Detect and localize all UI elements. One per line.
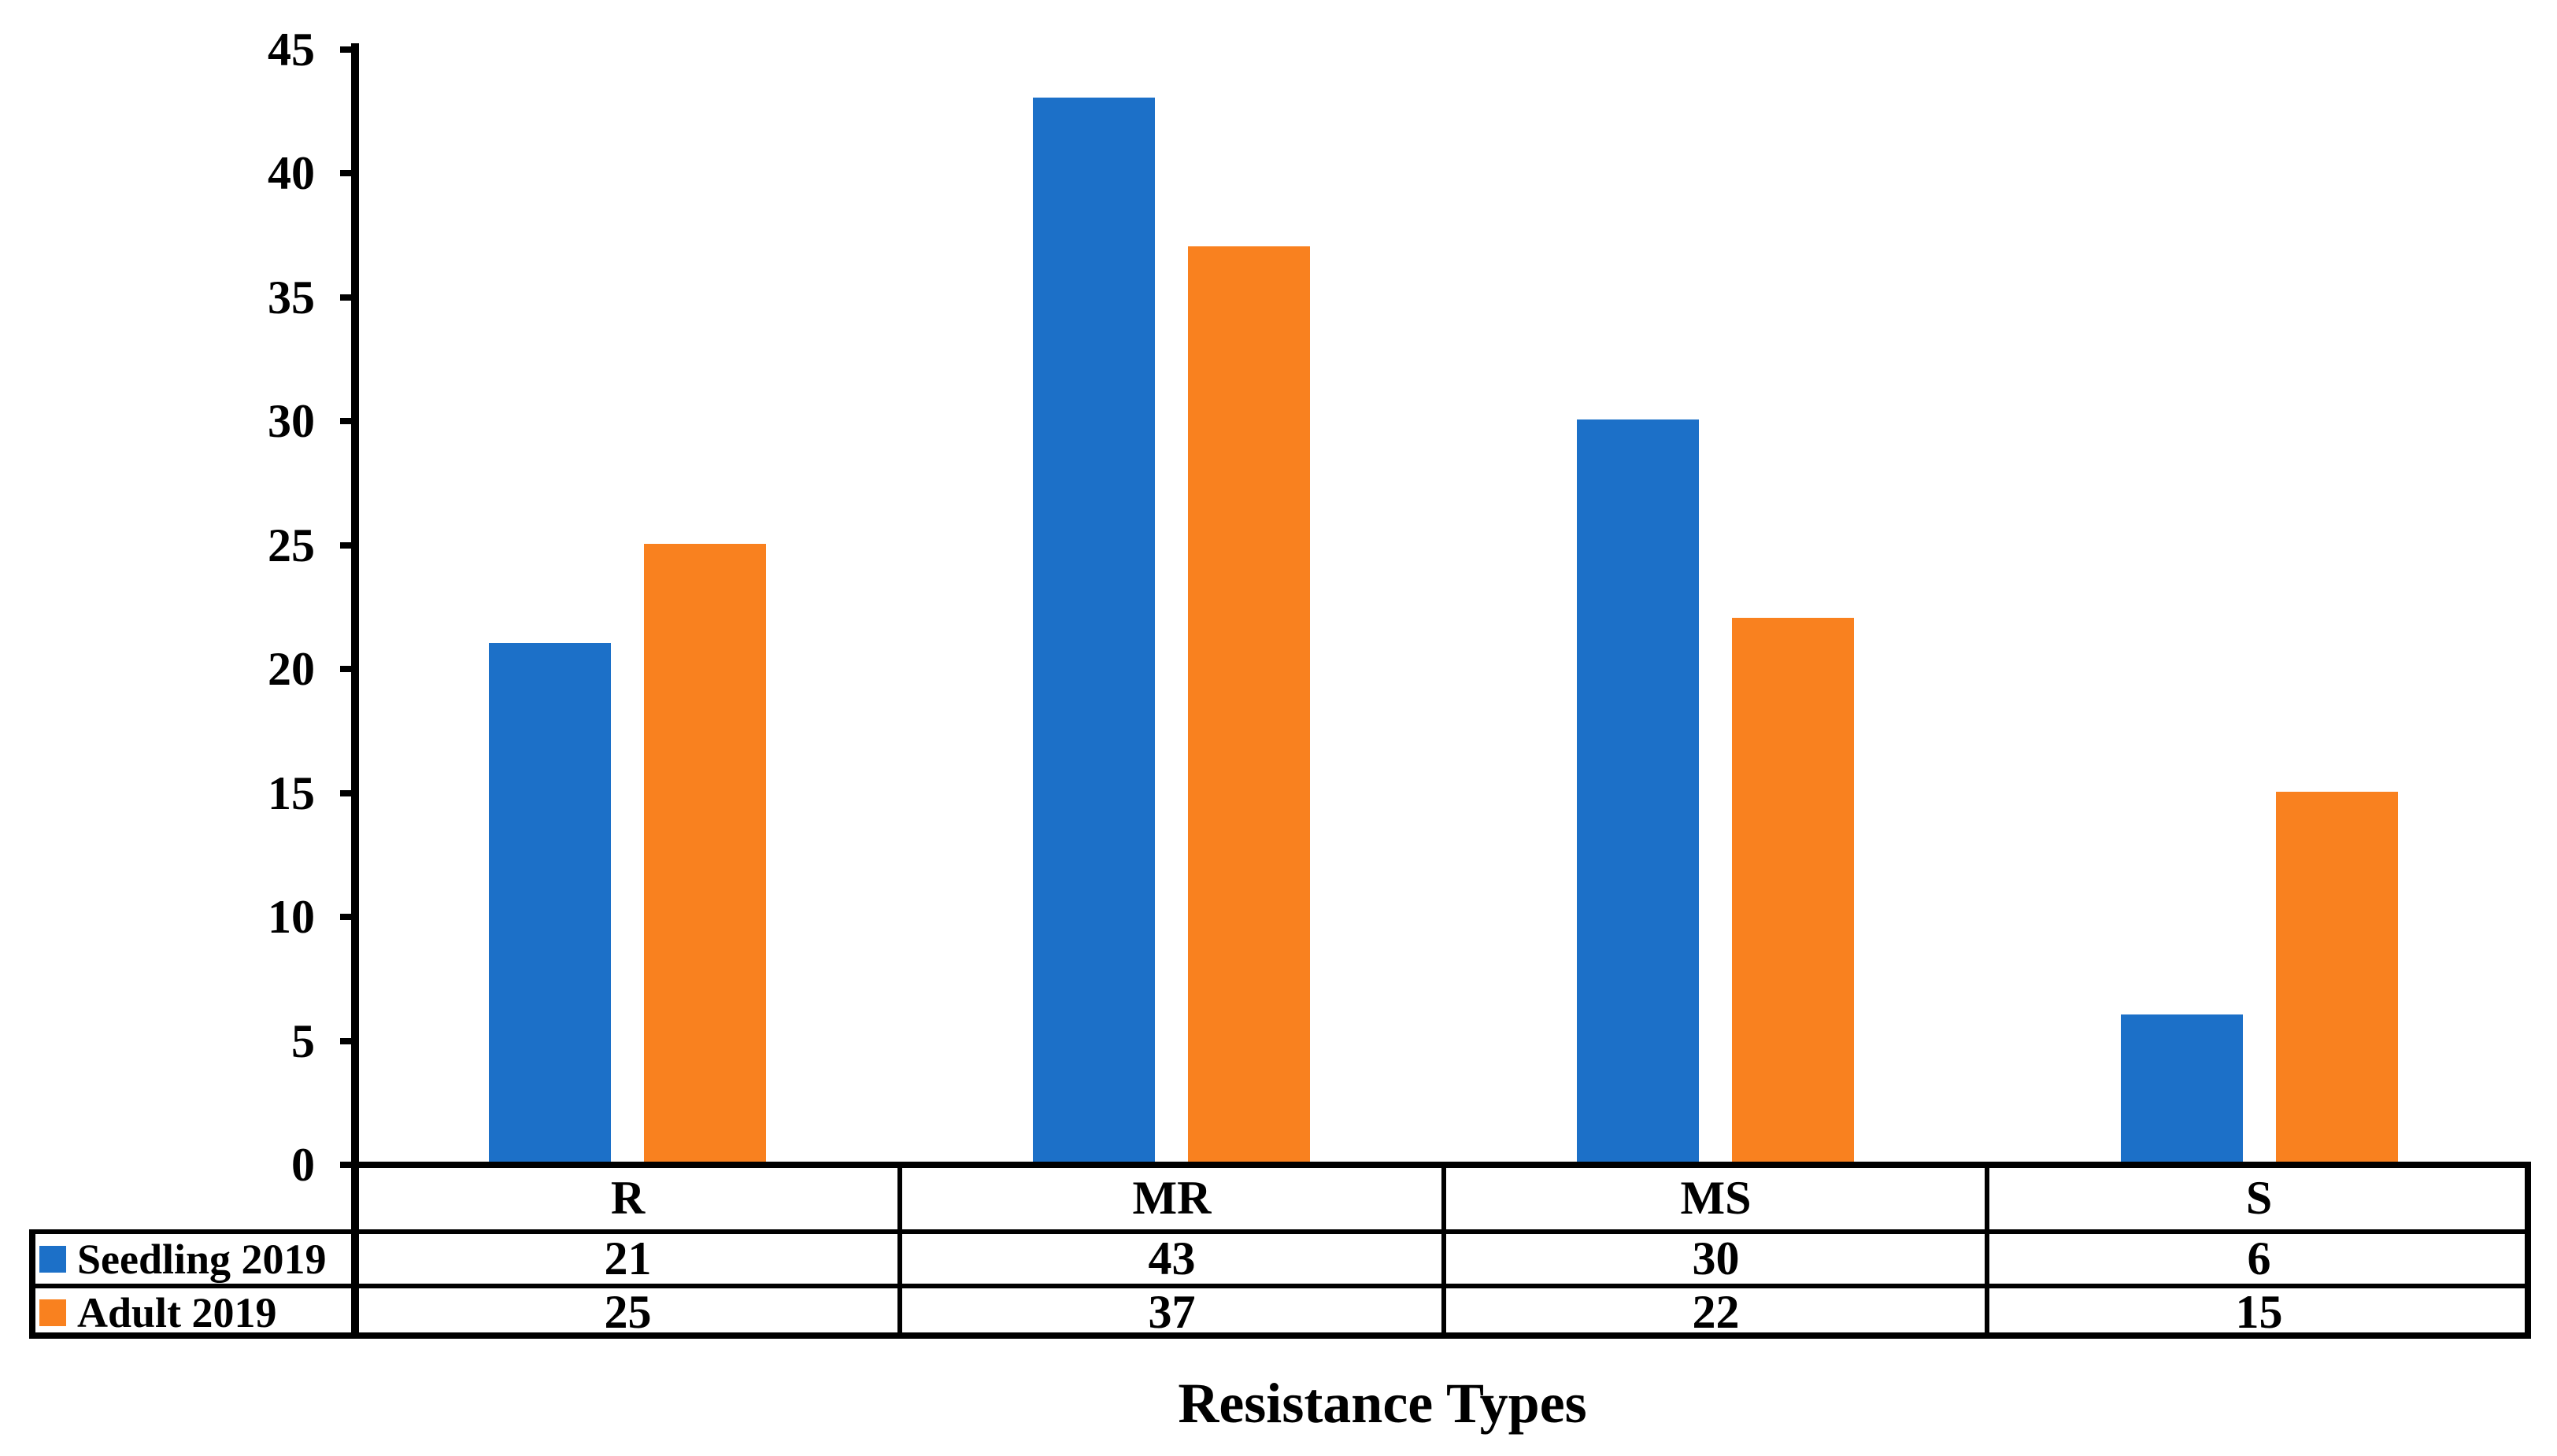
y-axis-tick-30 xyxy=(340,418,356,424)
y-axis-label-10: 10 xyxy=(268,891,315,943)
y-axis-label-45: 45 xyxy=(268,24,315,76)
value-adult-2019-MR: 37 xyxy=(1148,1286,1196,1338)
value-seedling-2019-S: 6 xyxy=(2247,1232,2271,1284)
y-axis-tick-45 xyxy=(340,46,356,53)
y-axis-label-35: 35 xyxy=(268,272,315,323)
value-adult-2019-S: 15 xyxy=(2235,1286,2283,1338)
y-axis-tick-10 xyxy=(340,914,356,920)
table-border-right xyxy=(2525,1165,2531,1339)
category-header-MR: MR xyxy=(1132,1172,1212,1224)
y-axis-line xyxy=(351,43,359,1339)
y-axis-label-25: 25 xyxy=(268,519,315,571)
bar-seedling-2019-S xyxy=(2121,1014,2243,1163)
table-border-v-1 xyxy=(897,1165,902,1339)
y-axis-label-0: 0 xyxy=(291,1139,315,1191)
bar-adult-2019-MR xyxy=(1188,246,1310,1164)
y-axis-label-30: 30 xyxy=(268,395,315,447)
value-adult-2019-R: 25 xyxy=(604,1286,652,1338)
table-border-bottom xyxy=(29,1332,2531,1339)
y-axis: 0 5 10 15 20 25 30 35 40 45 xyxy=(0,0,356,1456)
legend-label-seedling-2019: Seedling 2019 xyxy=(77,1235,327,1283)
bar-seedling-2019-MS xyxy=(1577,419,1699,1163)
bar-adult-2019-MS xyxy=(1732,618,1854,1163)
x-axis-line xyxy=(351,1162,2531,1168)
y-axis-tick-15 xyxy=(340,790,356,796)
bar-adult-2019-S xyxy=(2276,792,2398,1164)
table-border-left xyxy=(29,1232,35,1339)
y-axis-tick-5 xyxy=(340,1038,356,1044)
legend-swatch-seedling-2019 xyxy=(39,1245,66,1273)
table-border-v-2 xyxy=(1441,1165,1446,1339)
table-border-h-0 xyxy=(29,1229,2531,1234)
x-axis-title: Resistance Types xyxy=(1178,1372,1587,1435)
bar-adult-2019-R xyxy=(644,544,766,1164)
bar-seedling-2019-R xyxy=(489,643,611,1164)
y-axis-tick-25 xyxy=(340,542,356,549)
legend-label-adult-2019: Adult 2019 xyxy=(77,1288,277,1336)
table-border-h-1 xyxy=(29,1284,2531,1288)
category-header-R: R xyxy=(610,1172,646,1224)
legend-swatch-adult-2019 xyxy=(39,1299,66,1326)
value-seedling-2019-MR: 43 xyxy=(1148,1232,1196,1284)
y-axis-label-15: 15 xyxy=(268,767,315,819)
y-axis-tick-0 xyxy=(340,1162,356,1168)
y-axis-tick-40 xyxy=(340,170,356,176)
legend-item-adult-2019: Adult 2019 xyxy=(29,1286,356,1339)
y-axis-tick-20 xyxy=(340,666,356,672)
y-axis-tick-35 xyxy=(340,294,356,301)
value-seedling-2019-MS: 30 xyxy=(1692,1232,1740,1284)
category-header-S: S xyxy=(2245,1172,2273,1224)
y-axis-label-20: 20 xyxy=(268,643,315,695)
table-border-v-3 xyxy=(1985,1165,1989,1339)
legend-item-seedling-2019: Seedling 2019 xyxy=(29,1232,356,1286)
y-axis-label-40: 40 xyxy=(268,147,315,199)
bar-seedling-2019-MR xyxy=(1033,98,1155,1164)
value-seedling-2019-R: 21 xyxy=(604,1232,652,1284)
y-axis-label-5: 5 xyxy=(291,1015,315,1067)
value-adult-2019-MS: 22 xyxy=(1692,1286,1740,1338)
category-header-MS: MS xyxy=(1680,1172,1752,1224)
